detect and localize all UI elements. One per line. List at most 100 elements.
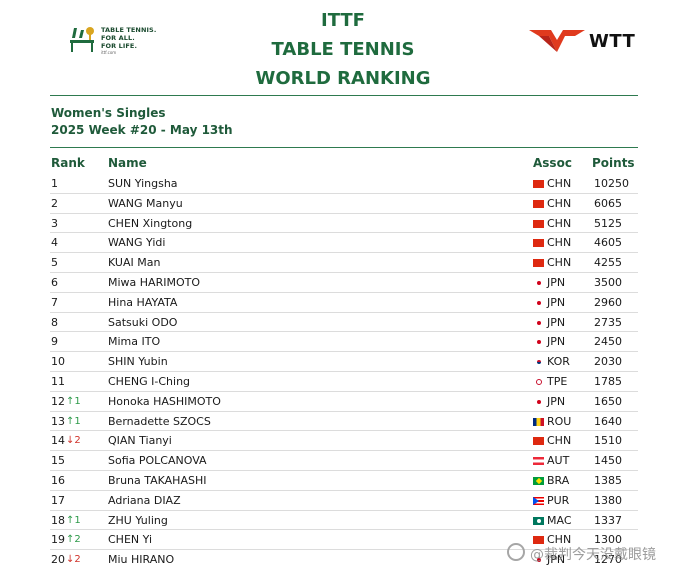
rank-cell: 4 [51, 236, 58, 250]
rank-cell: 8 [51, 315, 58, 329]
player-name[interactable]: WANG Yidi [108, 236, 166, 250]
table-row[interactable]: 17 Adriana DIAZ PUR 1380 [0, 491, 690, 511]
player-name[interactable]: Bernadette SZOCS [108, 414, 211, 428]
rank-cell: 1 [51, 177, 58, 190]
player-name[interactable]: Satsuki ODO [108, 315, 178, 329]
points-cell: 1450 [594, 454, 622, 468]
ittf-tagline: TABLE TENNIS. FOR ALL. FOR LIFE. [101, 26, 157, 50]
ittf-table-logo-icon [70, 27, 94, 52]
flag-icon [533, 437, 544, 446]
player-name[interactable]: SHIN Yubin [108, 355, 168, 369]
player-name[interactable]: Adriana DIAZ [108, 493, 181, 507]
table-row[interactable]: 7 Hina HAYATA JPN 2960 [0, 293, 690, 313]
flag-icon [533, 496, 544, 505]
ittf-logo[interactable]: TABLE TENNIS. FOR ALL. FOR LIFE. ittf.co… [68, 24, 178, 58]
wtt-text: WTT [589, 31, 636, 52]
table-header: Rank Name Assoc Points [0, 156, 690, 173]
table-row[interactable]: 5 KUAI Man CHN 4255 [0, 253, 690, 273]
rank-cell: 17 [51, 493, 65, 507]
player-name[interactable]: Honoka HASHIMOTO [108, 394, 221, 408]
rank-change-indicator: ↑1 [66, 395, 81, 407]
player-name[interactable]: CHEN Xingtong [108, 216, 193, 230]
table-row[interactable]: 18 ↑1 ZHU Yuling MAC 1337 [0, 511, 690, 531]
points-cell: 6065 [594, 196, 622, 210]
table-row[interactable]: 9 Mima ITO JPN 2450 [0, 332, 690, 352]
points-cell: 1385 [594, 473, 622, 487]
points-cell: 2960 [594, 295, 622, 309]
table-row[interactable]: 16 Bruna TAKAHASHI BRA 1385 [0, 471, 690, 491]
rank-cell: 10 [51, 355, 65, 369]
points-cell: 3500 [594, 275, 622, 289]
player-name[interactable]: CHENG I-Ching [108, 374, 191, 388]
table-row[interactable]: 11 CHENG I-Ching TPE 1785 [0, 372, 690, 392]
points-cell: 2030 [594, 355, 622, 369]
watermark-text: @裁判今天没戴眼镜 [530, 547, 656, 563]
player-name[interactable]: Bruna TAKAHASHI [108, 473, 207, 487]
player-name[interactable]: Mima ITO [108, 335, 161, 349]
header-points: Points [592, 156, 635, 170]
player-name[interactable]: SUN Yingsha [108, 177, 178, 190]
table-row[interactable]: 13 ↑1 Bernadette SZOCS ROU 1640 [0, 412, 690, 432]
assoc-code: JPN [547, 275, 566, 289]
rank-change-indicator: ↓2 [66, 554, 81, 566]
flag-icon [533, 377, 544, 386]
table-row[interactable]: 20 ↓2 Miu HIRANO JPN 1270 [0, 550, 690, 569]
assoc-code: JPN [547, 315, 566, 329]
points-cell: 10250 [594, 177, 629, 190]
flag-icon [533, 318, 544, 327]
player-name[interactable]: CHEN Yi [108, 533, 153, 547]
assoc-code: KOR [547, 355, 570, 369]
header: TABLE TENNIS. FOR ALL. FOR LIFE. ittf.co… [0, 0, 690, 92]
rank-change-indicator: ↑1 [66, 415, 81, 427]
table-row[interactable]: 10 SHIN Yubin KOR 2030 [0, 352, 690, 372]
assoc-code: CHN [547, 434, 572, 448]
table-row[interactable]: 3 CHEN Xingtong CHN 5125 [0, 214, 690, 234]
flag-icon [533, 259, 544, 268]
table-row[interactable]: 19 ↑2 CHEN Yi CHN 1300 [0, 530, 690, 550]
player-name[interactable]: QIAN Tianyi [108, 434, 172, 448]
player-name[interactable]: ZHU Yuling [108, 513, 168, 527]
table-row[interactable]: 15 Sofia POLCANOVA AUT 1450 [0, 451, 690, 471]
flag-icon [533, 536, 544, 545]
table-row[interactable]: 14 ↓2 QIAN Tianyi CHN 1510 [0, 431, 690, 451]
assoc-code: ROU [547, 414, 572, 428]
player-name[interactable]: KUAI Man [108, 256, 161, 270]
assoc-code: JPN [547, 335, 566, 349]
flag-icon [533, 278, 544, 287]
points-cell: 4255 [594, 256, 622, 270]
watermark: @裁判今天没戴眼镜 [507, 542, 687, 564]
table-row[interactable]: 4 WANG Yidi CHN 4605 [0, 233, 690, 253]
points-cell: 1380 [594, 493, 622, 507]
table-row[interactable]: 12 ↑1 Honoka HASHIMOTO JPN 1650 [0, 392, 690, 412]
points-cell: 4605 [594, 236, 622, 250]
wtt-logo[interactable]: WTT [529, 28, 644, 56]
rank-change-indicator: ↑1 [66, 514, 81, 526]
rank-cell: 12 [51, 394, 65, 408]
player-name[interactable]: Miwa HARIMOTO [108, 275, 200, 289]
player-name[interactable]: Sofia POLCANOVA [108, 454, 207, 468]
weibo-icon [507, 543, 525, 561]
flag-icon [533, 516, 544, 525]
rank-cell: 18 [51, 513, 65, 527]
assoc-code: CHN [547, 256, 572, 270]
table-row[interactable]: 2 WANG Manyu CHN 6065 [0, 194, 690, 214]
header-assoc: Assoc [533, 156, 572, 170]
player-name[interactable]: Hina HAYATA [108, 295, 178, 309]
assoc-code: CHN [547, 236, 572, 250]
flag-icon [533, 417, 544, 426]
assoc-code: BRA [547, 473, 570, 487]
assoc-code: MAC [547, 513, 572, 527]
player-name[interactable]: Miu HIRANO [108, 553, 175, 567]
points-cell: 2450 [594, 335, 622, 349]
assoc-code: JPN [547, 553, 566, 567]
points-cell: 2735 [594, 315, 622, 329]
wtt-wing-icon [529, 30, 585, 52]
rank-change-indicator: ↓2 [66, 435, 81, 447]
flag-icon [533, 556, 544, 565]
rank-cell: 19 [51, 533, 65, 547]
table-row[interactable]: 1 SUN Yingsha CHN 10250 [0, 174, 690, 194]
table-row[interactable]: 8 Satsuki ODO JPN 2735 [0, 313, 690, 333]
table-row[interactable]: 6 Miwa HARIMOTO JPN 3500 [0, 273, 690, 293]
title-line: ITTF [321, 10, 365, 31]
player-name[interactable]: WANG Manyu [108, 196, 183, 210]
